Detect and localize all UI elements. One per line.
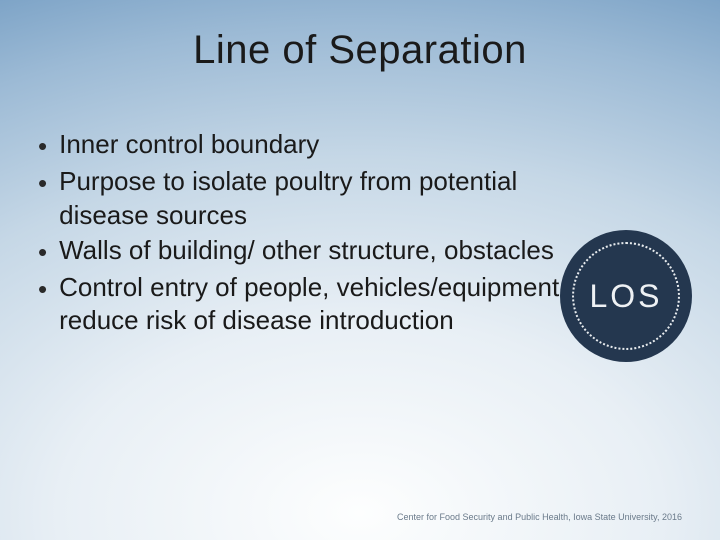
slide-container: Line of Separation • Inner control bound…: [0, 0, 720, 540]
bullet-text: Control entry of people, vehicles/equipm…: [59, 271, 598, 338]
badge-dotted-ring-icon: [572, 242, 680, 350]
bullet-text: Purpose to isolate poultry from potentia…: [59, 165, 598, 232]
bullet-text: Walls of building/ other structure, obst…: [59, 234, 554, 267]
bullet-marker-icon: •: [38, 273, 47, 306]
slide-title: Line of Separation: [0, 28, 720, 73]
bullet-list: • Inner control boundary • Purpose to is…: [38, 128, 598, 340]
footer-attribution: Center for Food Security and Public Heal…: [397, 512, 682, 522]
bullet-marker-icon: •: [38, 130, 47, 163]
list-item: • Inner control boundary: [38, 128, 598, 163]
bullet-text: Inner control boundary: [59, 128, 319, 161]
los-badge: LOS: [560, 230, 692, 362]
list-item: • Purpose to isolate poultry from potent…: [38, 165, 598, 232]
list-item: • Control entry of people, vehicles/equi…: [38, 271, 598, 338]
bullet-marker-icon: •: [38, 236, 47, 269]
list-item: • Walls of building/ other structure, ob…: [38, 234, 598, 269]
bullet-marker-icon: •: [38, 167, 47, 200]
badge-circle: LOS: [560, 230, 692, 362]
